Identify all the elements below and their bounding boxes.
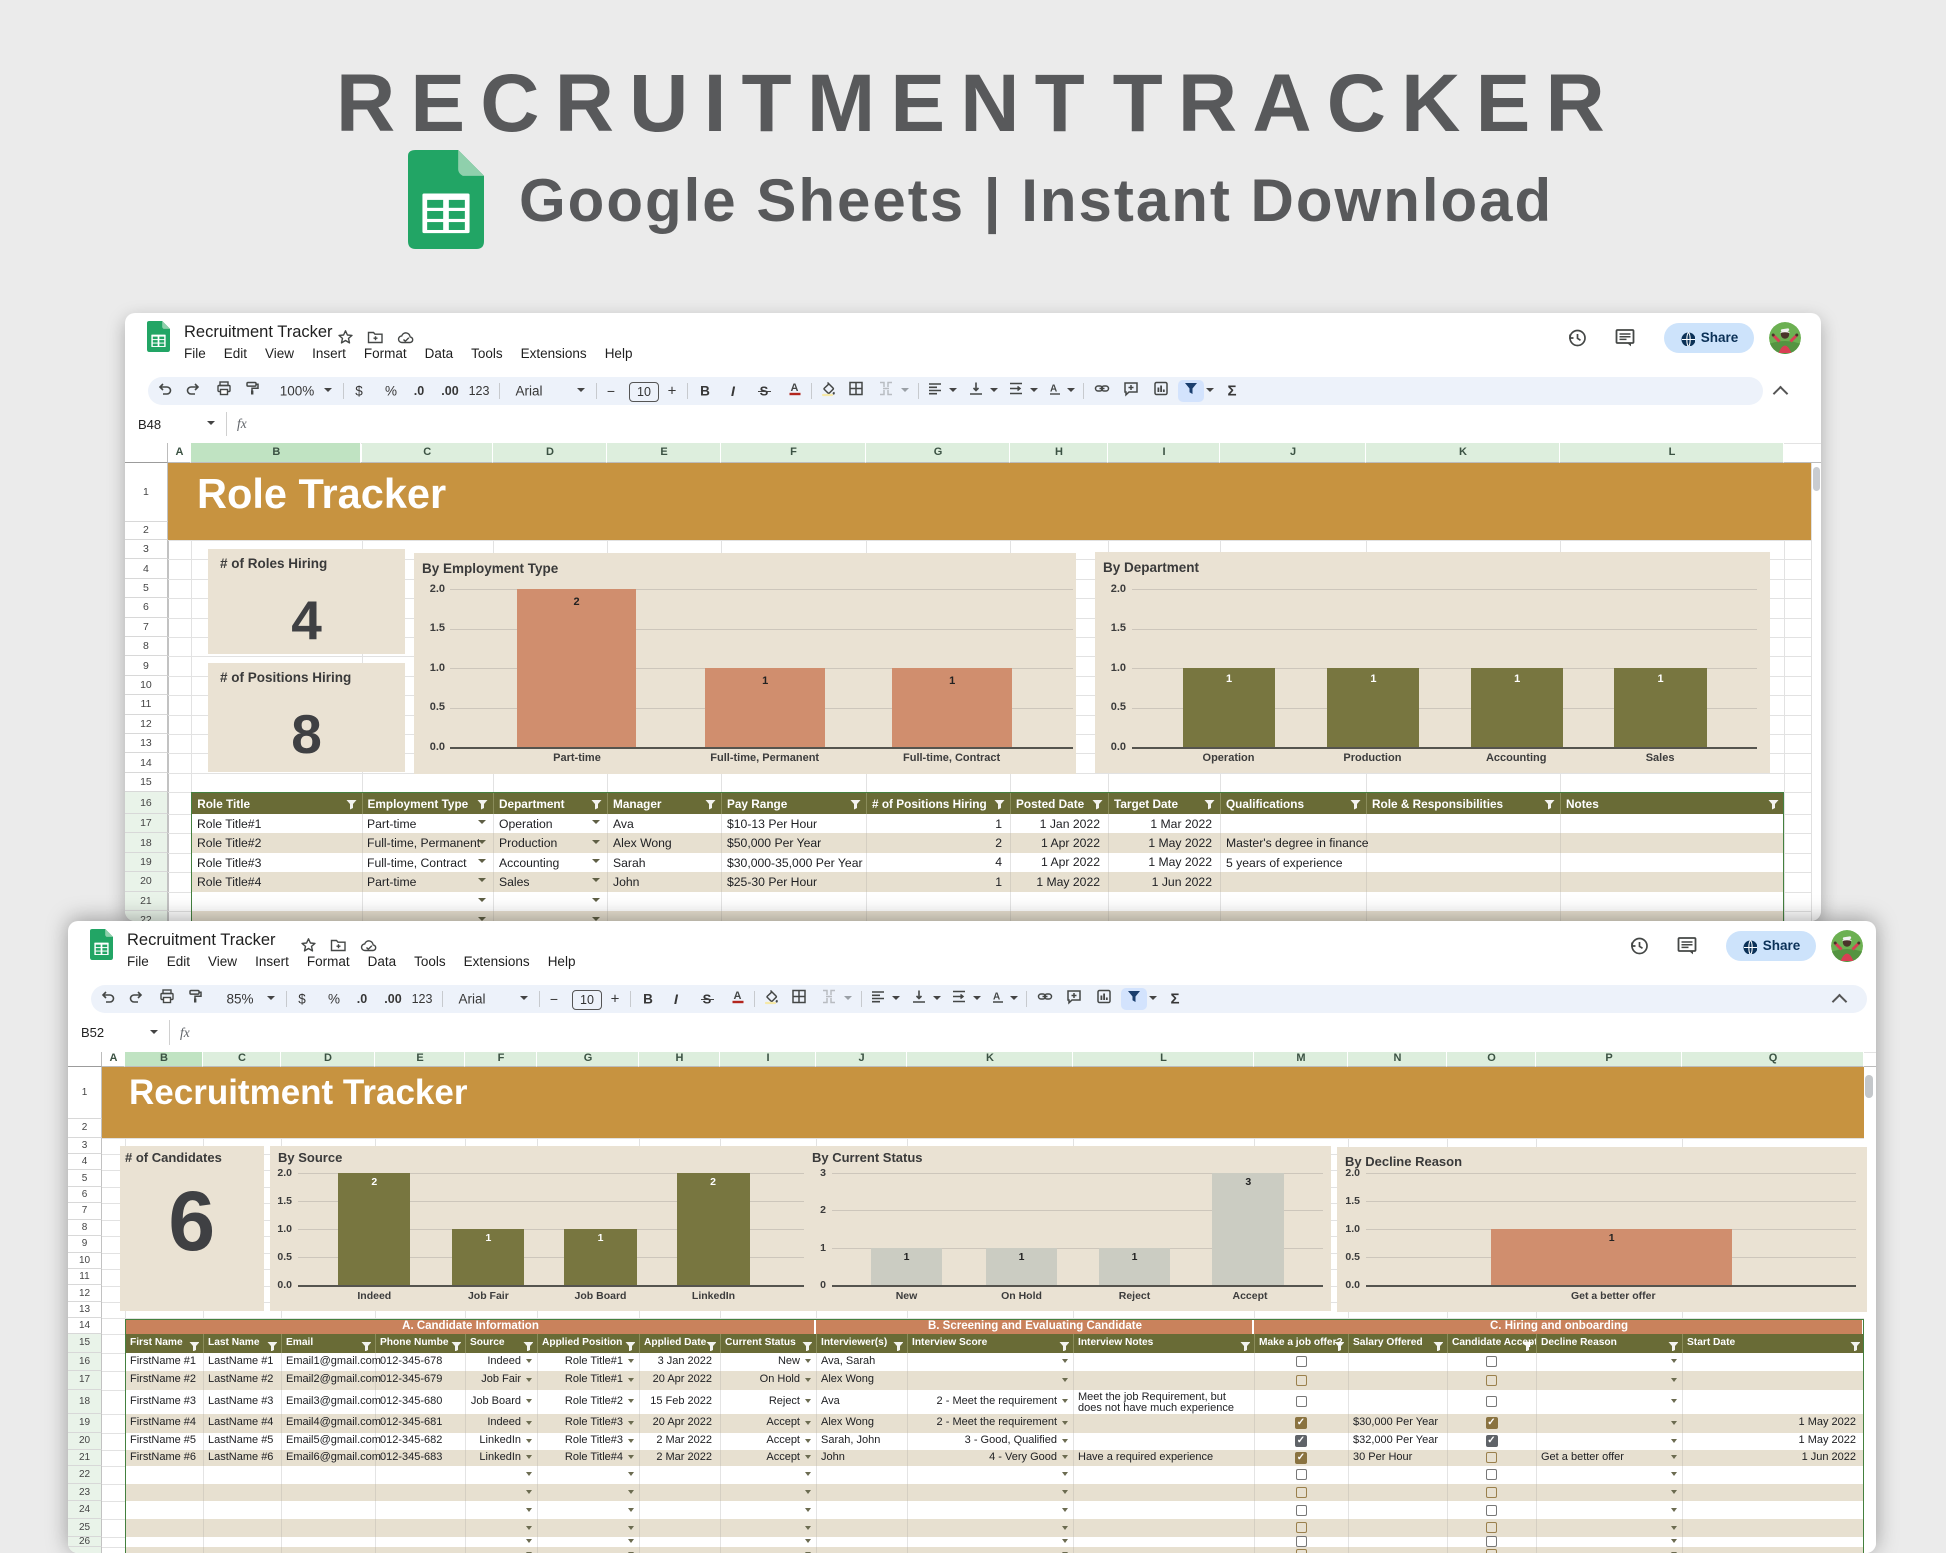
svg-text:A: A — [993, 992, 1000, 1003]
svg-text:A: A — [791, 382, 799, 394]
svg-text:A: A — [1050, 384, 1057, 395]
svg-text:A: A — [734, 990, 742, 1002]
